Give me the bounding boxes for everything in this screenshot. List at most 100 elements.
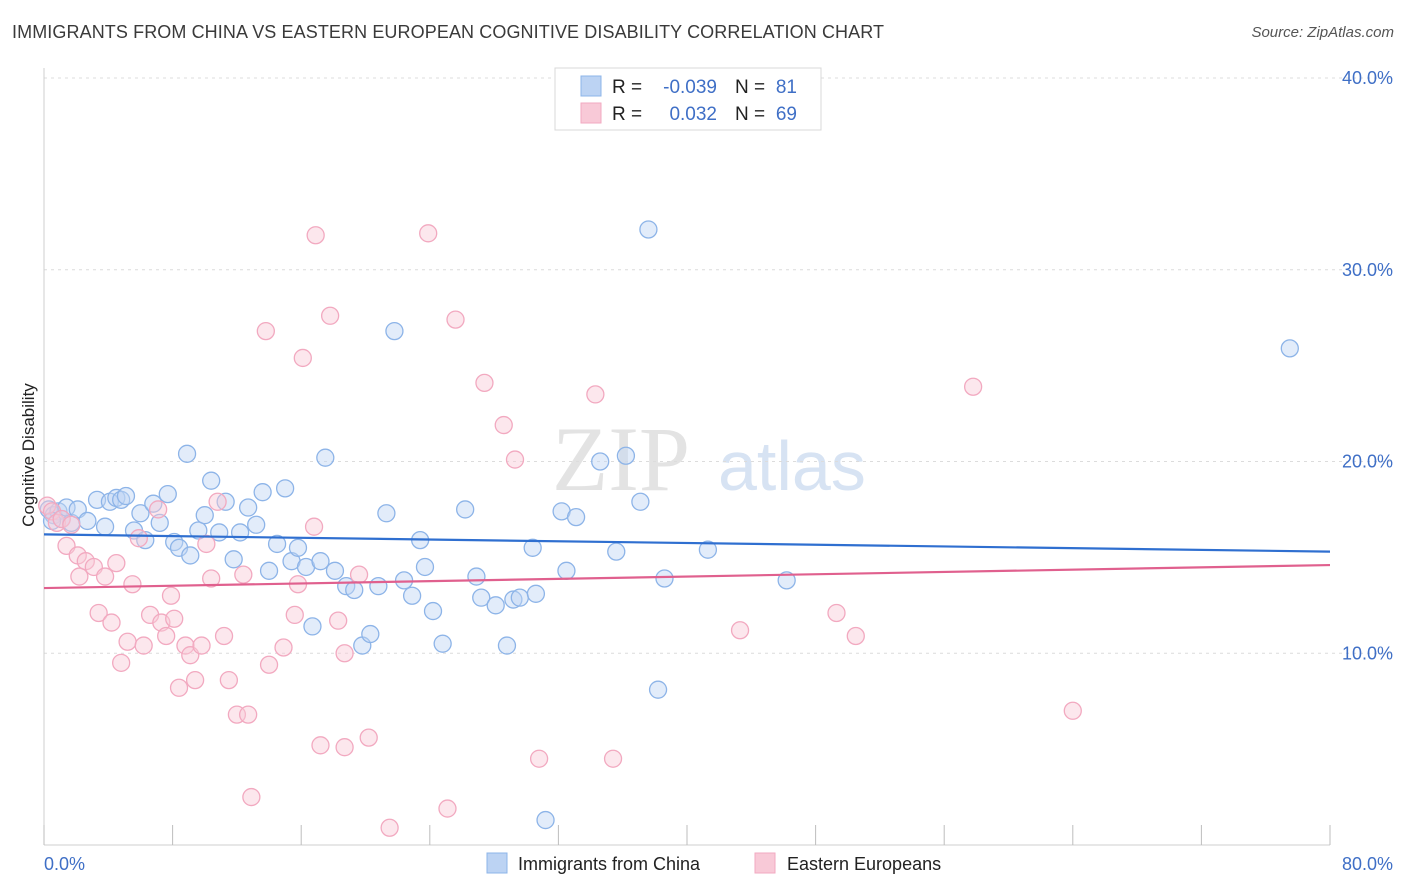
- legend-n-value-2: 69: [776, 104, 797, 125]
- eastern-point-15: [118, 632, 137, 651]
- china-point-79: [1280, 339, 1299, 358]
- eastern-point-66: [846, 626, 865, 646]
- china-point-19: [158, 484, 177, 504]
- eastern-point-46: [306, 226, 325, 245]
- china-point-24: [189, 521, 208, 540]
- china-point-70: [591, 452, 610, 471]
- eastern-point-64: [730, 621, 750, 640]
- china-point-7: [78, 511, 97, 531]
- eastern-point-67: [963, 377, 983, 396]
- china-point-22: [177, 444, 197, 463]
- china-point-43: [325, 561, 345, 580]
- eastern-point-16: [123, 575, 142, 594]
- eastern-point-14: [112, 653, 131, 672]
- china-point-72: [616, 446, 636, 465]
- watermark-zip: ZIP: [552, 408, 690, 510]
- eastern-point-65: [827, 603, 846, 623]
- china-point-56: [433, 634, 452, 653]
- china-point-20: [165, 532, 184, 552]
- eastern-point-25: [169, 678, 189, 697]
- china-point-18: [150, 513, 169, 533]
- eastern-point-5: [62, 515, 81, 534]
- y-tick-label-3: 40.0%: [1342, 68, 1393, 88]
- eastern-point-3: [52, 509, 71, 529]
- legend-n-value-1: 81: [776, 77, 797, 98]
- y-axis-label: Cognitive Disability: [19, 383, 38, 527]
- eastern-point-7: [70, 567, 89, 586]
- y-tick-labels: 10.0% 20.0% 30.0% 40.0%: [1342, 68, 1393, 663]
- eastern-point-31: [202, 569, 221, 588]
- eastern-point-41: [274, 638, 293, 657]
- eastern-point-61: [529, 749, 549, 768]
- eastern-point-37: [239, 705, 258, 724]
- china-point-15: [131, 504, 150, 523]
- eastern-point-18: [134, 636, 153, 655]
- eastern-point-23: [161, 586, 181, 605]
- source-label: Source: ZipAtlas.com: [1251, 24, 1394, 41]
- eastern-point-29: [192, 636, 211, 655]
- china-point-65: [526, 584, 546, 603]
- eastern-point-24: [165, 609, 184, 628]
- china-point-57: [456, 500, 475, 519]
- y-tick-label-2: 30.0%: [1342, 260, 1393, 280]
- series-eastern-points: [38, 224, 1082, 837]
- china-point-76: [655, 569, 674, 588]
- eastern-point-43: [285, 605, 304, 625]
- eastern-point-12: [102, 613, 121, 632]
- eastern-point-52: [349, 565, 369, 584]
- chart-title: IMMIGRANTS FROM CHINA VS EASTERN EUROPEA…: [12, 22, 885, 42]
- china-point-35: [267, 534, 287, 554]
- bottom-legend-label-eastern: Eastern Europeans: [787, 854, 941, 874]
- china-point-29: [224, 550, 243, 569]
- china-point-77: [698, 540, 718, 559]
- y-tick-label-1: 20.0%: [1342, 452, 1393, 472]
- eastern-point-62: [586, 385, 605, 404]
- china-point-47: [361, 624, 380, 644]
- eastern-point-44: [293, 348, 312, 368]
- eastern-point-59: [494, 415, 513, 435]
- eastern-point-60: [505, 450, 525, 469]
- china-point-42: [316, 448, 335, 467]
- china-point-68: [557, 561, 576, 580]
- eastern-point-13: [107, 553, 126, 573]
- china-point-13: [116, 486, 136, 506]
- china-point-26: [202, 471, 221, 490]
- eastern-point-63: [603, 749, 623, 768]
- china-trend-line: [43, 533, 1331, 553]
- series-china-points: [39, 220, 1299, 830]
- china-point-51: [394, 571, 414, 590]
- eastern-trend-line: [43, 563, 1331, 590]
- eastern-point-54: [380, 818, 399, 837]
- axes: [43, 68, 1331, 846]
- china-point-73: [631, 492, 650, 511]
- legend-r-value-2: 0.032: [669, 104, 717, 125]
- china-point-60: [486, 596, 505, 615]
- watermark-atlas: atlas: [718, 427, 866, 505]
- eastern-point-58: [475, 373, 494, 393]
- eastern-point-33: [214, 626, 234, 646]
- stats-legend: R = -0.039 N = 81 R = 0.032 N = 69: [554, 67, 822, 131]
- china-point-74: [639, 220, 658, 239]
- china-point-40: [303, 617, 322, 636]
- china-point-50: [385, 321, 404, 341]
- legend-r-value-1: -0.039: [663, 77, 717, 98]
- china-point-55: [423, 601, 443, 621]
- trend-lines: [43, 533, 1331, 590]
- eastern-point-0: [38, 496, 57, 515]
- china-point-49: [377, 504, 396, 523]
- eastern-point-55: [419, 224, 438, 243]
- eastern-point-20: [148, 500, 168, 519]
- eastern-point-17: [129, 529, 148, 548]
- china-point-32: [247, 515, 266, 534]
- eastern-point-36: [234, 565, 253, 584]
- china-point-34: [259, 561, 279, 580]
- bottom-legend-swatch-china: [486, 852, 508, 874]
- china-point-45: [345, 580, 364, 600]
- eastern-point-49: [329, 611, 348, 630]
- eastern-point-40: [259, 655, 279, 674]
- china-point-31: [239, 498, 258, 517]
- china-point-38: [288, 538, 308, 557]
- china-point-25: [195, 506, 214, 525]
- eastern-point-22: [157, 626, 176, 646]
